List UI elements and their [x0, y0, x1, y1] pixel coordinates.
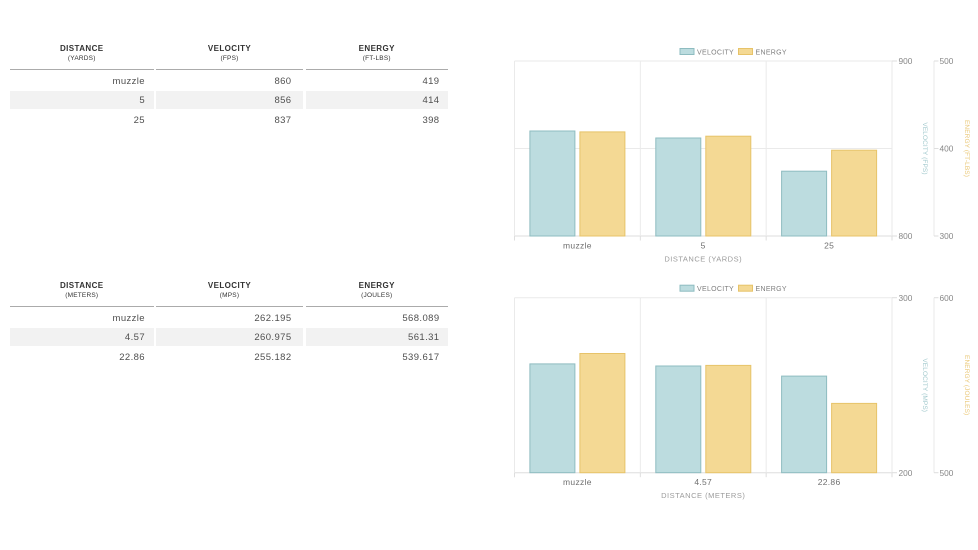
svg-text:200: 200 [899, 468, 913, 478]
svg-text:22.86: 22.86 [818, 477, 841, 487]
svg-text:VELOCITY (FPS): VELOCITY (FPS) [921, 122, 928, 174]
svg-text:ENERGY: ENERGY [756, 50, 787, 57]
svg-text:DISTANCE (METERS): DISTANCE (METERS) [661, 491, 745, 500]
svg-text:500: 500 [940, 468, 954, 478]
svg-text:muzzle: muzzle [563, 240, 592, 250]
svg-text:600: 600 [940, 293, 954, 303]
svg-text:ENERGY (FT-LBS): ENERGY (FT-LBS) [963, 120, 970, 177]
svg-text:DISTANCE (YARDS): DISTANCE (YARDS) [664, 254, 742, 263]
svg-text:VELOCITY (MPS): VELOCITY (MPS) [921, 358, 928, 412]
svg-text:25: 25 [824, 240, 834, 250]
svg-text:VELOCITY: VELOCITY [697, 50, 734, 57]
svg-text:muzzle: muzzle [563, 477, 592, 487]
svg-text:4.57: 4.57 [694, 477, 712, 487]
svg-text:ENERGY (JOULES): ENERGY (JOULES) [963, 355, 970, 415]
svg-text:800: 800 [899, 231, 913, 241]
svg-text:400: 400 [940, 144, 954, 154]
svg-text:300: 300 [940, 231, 954, 241]
svg-text:5: 5 [701, 240, 706, 250]
svg-text:300: 300 [899, 293, 913, 303]
svg-text:ENERGY: ENERGY [756, 286, 787, 293]
svg-text:500: 500 [940, 56, 954, 66]
svg-text:900: 900 [899, 56, 913, 66]
svg-text:VELOCITY: VELOCITY [697, 286, 734, 293]
